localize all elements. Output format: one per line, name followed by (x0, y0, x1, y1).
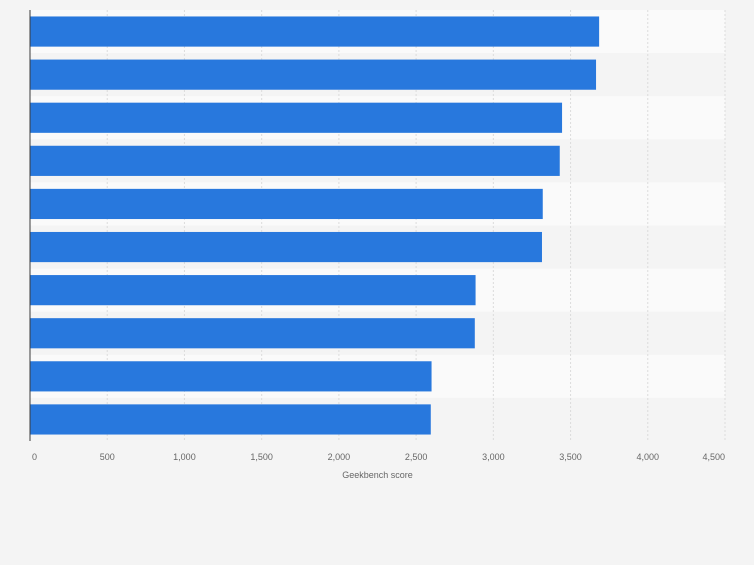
x-tick-label: 2,500 (405, 452, 428, 462)
bar (30, 404, 431, 435)
x-tick-label: 4,000 (637, 452, 660, 462)
x-tick-label: 1,500 (250, 452, 273, 462)
bars (30, 16, 600, 435)
bar (30, 275, 476, 306)
x-tick-labels: 0 500 1,000 1,500 2,000 2,500 3,000 3,500 4,000 4… (32, 452, 725, 462)
bar (30, 145, 560, 176)
x-tick-label: 2,000 (328, 452, 351, 462)
bar (30, 361, 432, 392)
x-tick-label: 1,000 (173, 452, 196, 462)
x-tick-label: 0 (32, 452, 37, 462)
bar (30, 318, 475, 349)
bar (30, 231, 542, 263)
x-tick-label: 4,500 (702, 452, 725, 462)
x-axis-label: Geekbench score (342, 470, 413, 480)
bar (30, 16, 600, 47)
x-tick-label: 500 (100, 452, 115, 462)
bar (30, 188, 543, 220)
x-tick-label: 3,500 (559, 452, 582, 462)
bar (30, 102, 563, 133)
bar (30, 59, 597, 90)
x-tick-label: 3,000 (482, 452, 505, 462)
